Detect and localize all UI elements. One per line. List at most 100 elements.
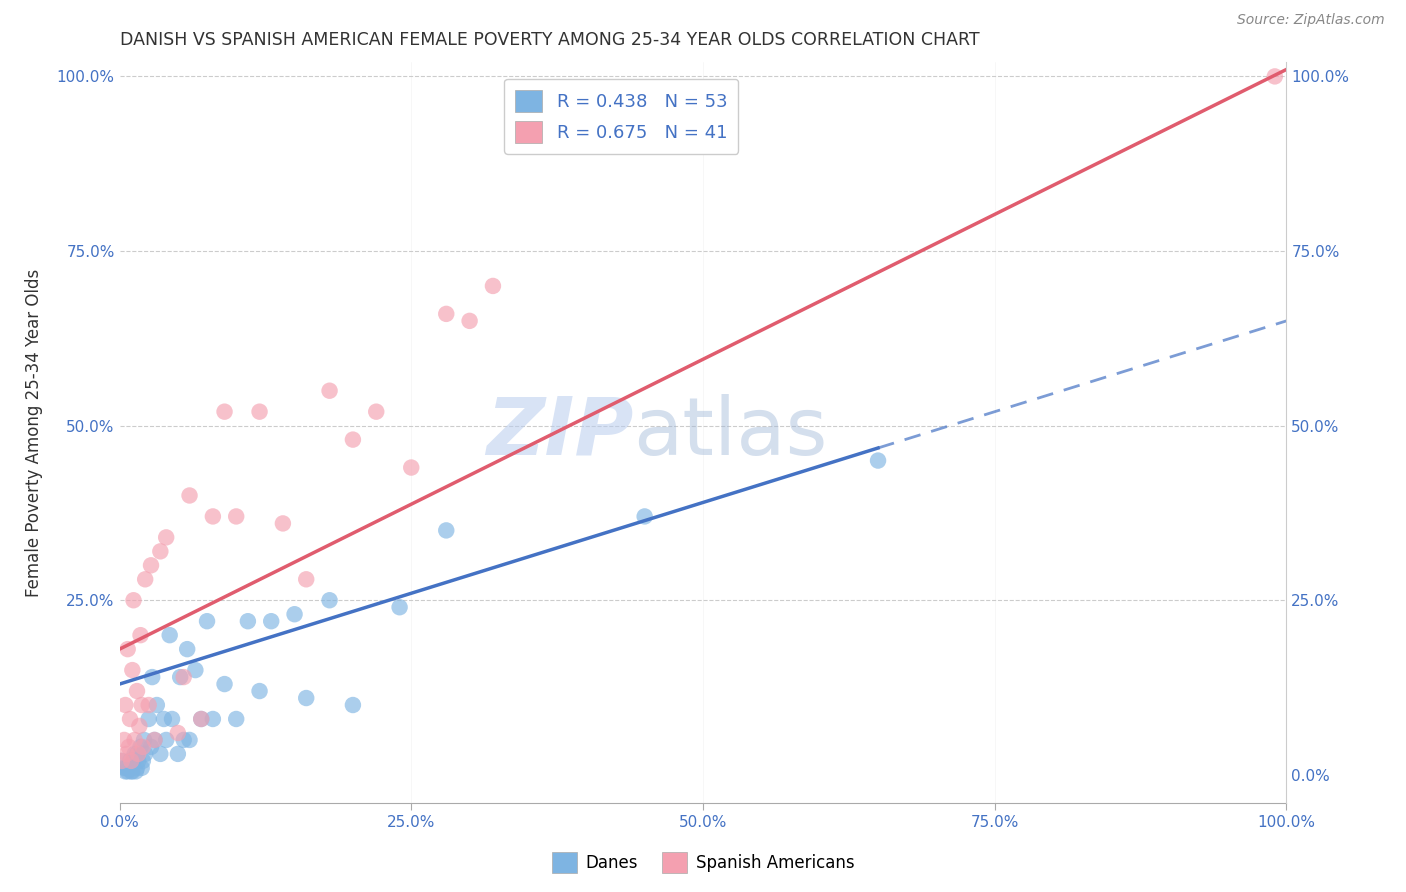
Point [295,572,318,586]
Point [201,712,224,726]
Point [179,488,201,502]
Point [201,509,224,524]
Text: atlas: atlas [633,393,827,472]
Point [458,314,481,328]
Point [120,757,142,772]
Point [434,524,457,538]
Point [271,516,294,531]
Point [149,747,172,761]
Point [132,739,155,754]
Point [249,684,271,698]
Point [225,712,247,726]
Point [125,747,148,761]
Point [160,712,183,726]
Point [283,607,307,622]
Point [124,747,146,761]
Point [179,733,201,747]
Point [143,733,166,747]
Point [112,733,135,747]
Point [166,747,188,761]
Point [434,307,457,321]
Point [190,712,212,726]
Point [159,628,181,642]
Point [115,761,138,775]
Point [125,764,148,779]
Point [155,733,177,747]
Point [138,698,160,712]
Point [153,712,176,726]
Point [125,684,148,698]
Point [295,691,318,706]
Y-axis label: Female Poverty Among 25-34 Year Olds: Female Poverty Among 25-34 Year Olds [25,268,42,597]
Point [129,739,152,754]
Point [388,600,411,615]
Point [118,761,141,775]
Point [131,761,153,775]
Point [111,754,134,768]
Point [366,405,388,419]
Point [114,764,136,779]
Point [131,698,153,712]
Point [149,544,172,558]
Point [143,733,166,747]
Point [120,754,142,768]
Legend: R = 0.438   N = 53, R = 0.675   N = 41: R = 0.438 N = 53, R = 0.675 N = 41 [505,78,738,153]
Point [155,530,177,544]
Point [214,677,236,691]
Point [121,764,143,779]
Point [318,593,340,607]
Legend: Danes, Spanish Americans: Danes, Spanish Americans [546,846,860,880]
Point [122,593,145,607]
Point [117,642,139,657]
Point [249,405,271,419]
Point [342,433,364,447]
Point [146,698,169,712]
Point [399,460,422,475]
Point [184,663,207,677]
Point [225,509,247,524]
Text: ZIP: ZIP [485,393,633,472]
Point [173,670,195,684]
Point [190,712,212,726]
Point [139,558,162,573]
Text: DANISH VS SPANISH AMERICAN FEMALE POVERTY AMONG 25-34 YEAR OLDS CORRELATION CHAR: DANISH VS SPANISH AMERICAN FEMALE POVERT… [120,31,979,49]
Point [134,572,156,586]
Point [128,719,150,733]
Point [176,642,198,657]
Point [166,726,188,740]
Point [118,754,141,768]
Point [866,453,889,467]
Point [127,747,149,761]
Point [1264,70,1286,84]
Point [122,754,145,768]
Point [195,614,218,628]
Point [118,712,141,726]
Point [125,761,148,775]
Point [114,698,136,712]
Point [112,761,135,775]
Point [117,764,139,779]
Point [132,754,155,768]
Point [115,747,138,761]
Point [214,405,236,419]
Point [124,733,146,747]
Point [141,670,163,684]
Point [120,764,142,779]
Point [173,733,195,747]
Point [139,739,162,754]
Point [342,698,364,712]
Point [138,712,160,726]
Point [129,628,152,642]
Point [318,384,340,398]
Point [169,670,191,684]
Point [132,733,155,747]
Point [236,614,259,628]
Point [482,279,505,293]
Point [111,754,134,768]
Point [127,754,149,768]
Point [260,614,283,628]
Point [633,509,655,524]
Point [118,739,141,754]
Point [134,747,156,761]
Text: Source: ZipAtlas.com: Source: ZipAtlas.com [1237,13,1385,28]
